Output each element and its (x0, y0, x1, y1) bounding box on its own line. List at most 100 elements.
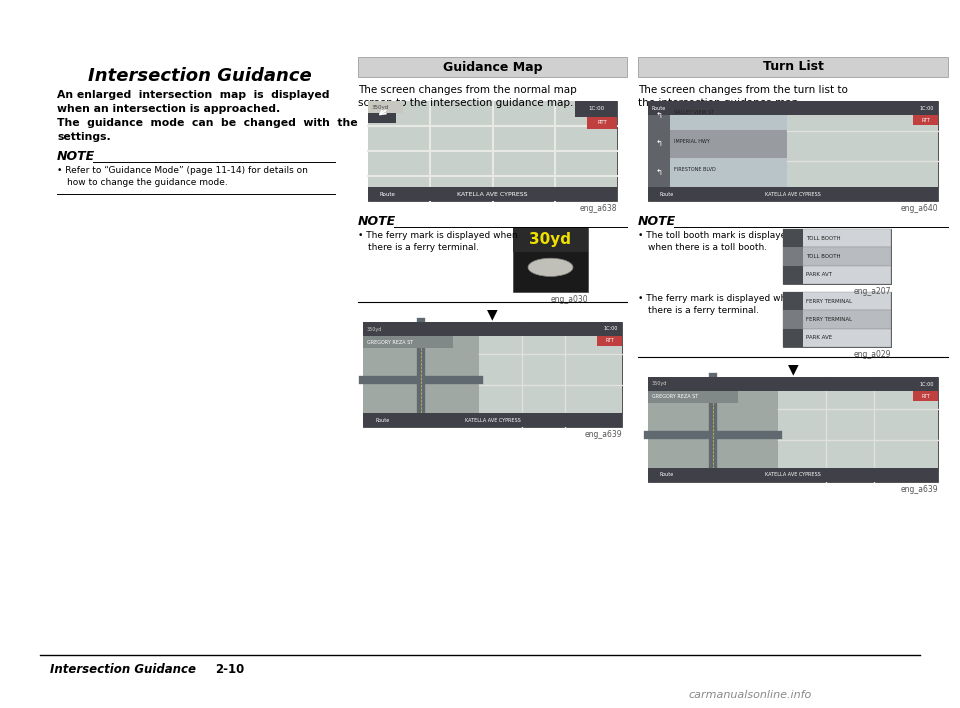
Bar (597, 336, 622, 346)
Text: RTT: RTT (606, 338, 614, 343)
Bar (648, 130, 787, 159)
Bar (358, 57, 627, 77)
Bar (648, 101, 670, 130)
Ellipse shape (528, 258, 573, 276)
Bar (368, 187, 617, 201)
Bar (368, 101, 396, 123)
Bar (368, 101, 403, 113)
Bar (648, 101, 938, 201)
Text: • The toll booth mark is displayed: • The toll booth mark is displayed (638, 231, 792, 240)
Bar (783, 329, 891, 347)
Text: 350yd: 350yd (372, 105, 389, 110)
Text: PARK AVT: PARK AVT (806, 273, 832, 278)
Text: • The ferry mark is displayed when: • The ferry mark is displayed when (638, 294, 798, 303)
Bar (363, 322, 622, 427)
Bar (368, 101, 617, 201)
Bar (363, 413, 622, 427)
Bar (648, 159, 670, 187)
Text: TOLL BOOTH: TOLL BOOTH (806, 236, 841, 241)
Bar (648, 377, 938, 391)
Bar (575, 101, 617, 117)
Bar (479, 322, 622, 427)
Bar (363, 322, 622, 427)
Text: GREGORY REZA ST: GREGORY REZA ST (367, 340, 413, 345)
Text: Route: Route (660, 472, 674, 477)
Bar (913, 391, 938, 401)
Bar (783, 247, 803, 266)
Text: RTT: RTT (597, 120, 607, 125)
Text: RTT: RTT (922, 394, 930, 399)
Bar (783, 266, 803, 284)
Text: FERRY TERMINAL: FERRY TERMINAL (806, 317, 852, 322)
Text: carmanualsonline.info: carmanualsonline.info (688, 690, 811, 700)
Text: 30yd: 30yd (530, 232, 571, 247)
Bar (648, 377, 938, 482)
Bar (368, 101, 617, 201)
Text: KATELLA AVE CYPRESS: KATELLA AVE CYPRESS (465, 418, 520, 423)
Text: when an intersection is approached.: when an intersection is approached. (57, 104, 280, 114)
Text: Guidance Map: Guidance Map (443, 60, 542, 74)
Text: KATELLA AVE CYPRESS: KATELLA AVE CYPRESS (457, 191, 528, 197)
Text: Turn List: Turn List (762, 60, 824, 74)
Bar (513, 227, 588, 292)
Text: how to change the guidance mode.: how to change the guidance mode. (67, 178, 228, 187)
Text: 350yd: 350yd (652, 382, 667, 387)
Text: 350yd: 350yd (367, 326, 382, 331)
Text: 1C:00: 1C:00 (588, 106, 604, 111)
Bar (513, 227, 588, 252)
Text: KATELLA AVE CYPRESS: KATELLA AVE CYPRESS (765, 191, 821, 197)
Bar (648, 391, 738, 403)
Text: The screen changes from the normal map: The screen changes from the normal map (358, 85, 577, 95)
Bar (587, 117, 617, 129)
Text: the intersection guidance map.: the intersection guidance map. (638, 98, 802, 108)
Text: FIRESTONE BLVD: FIRESTONE BLVD (674, 167, 716, 172)
Text: ↰: ↰ (656, 169, 662, 177)
Text: Intersection Guidance: Intersection Guidance (88, 67, 312, 85)
Text: screen to the intersection guidance map.: screen to the intersection guidance map. (358, 98, 573, 108)
Text: ↰: ↰ (656, 111, 662, 120)
Bar (783, 292, 891, 347)
Bar (783, 292, 891, 310)
Text: Intersection Guidance: Intersection Guidance (50, 663, 196, 676)
Bar (648, 101, 787, 130)
Bar (363, 336, 453, 348)
Text: Route: Route (652, 105, 666, 110)
Text: GREGORY REZA ST: GREGORY REZA ST (652, 394, 698, 399)
Bar (648, 101, 787, 201)
Bar (648, 101, 938, 115)
Bar (783, 229, 891, 284)
Text: eng_a030: eng_a030 (550, 295, 588, 304)
Bar (783, 329, 803, 347)
Bar (778, 377, 938, 482)
Text: settings.: settings. (57, 132, 110, 142)
Text: there is a ferry terminal.: there is a ferry terminal. (368, 243, 479, 252)
Bar (648, 130, 670, 159)
Bar (638, 57, 948, 77)
Text: KATELLA AVE CYPRESS: KATELLA AVE CYPRESS (765, 472, 821, 477)
Text: eng_a640: eng_a640 (900, 204, 938, 213)
Bar (783, 310, 891, 329)
Text: NOTE: NOTE (57, 150, 95, 163)
Bar (783, 229, 891, 284)
Text: ▼: ▼ (788, 362, 799, 376)
Text: • The ferry mark is displayed when: • The ferry mark is displayed when (358, 231, 517, 240)
Bar (783, 292, 891, 347)
Text: ▼: ▼ (487, 307, 498, 321)
Bar (648, 159, 787, 187)
Bar (363, 322, 479, 427)
Text: eng_a029: eng_a029 (853, 350, 891, 359)
Bar (787, 101, 938, 201)
Text: 1C:00: 1C:00 (920, 105, 934, 110)
Text: NOTE: NOTE (638, 215, 676, 228)
Text: eng_a207: eng_a207 (853, 287, 891, 296)
Text: Route: Route (660, 191, 674, 197)
Text: eng_a639: eng_a639 (585, 430, 622, 439)
Text: ↰: ↰ (656, 139, 662, 149)
Bar (783, 229, 891, 247)
Text: FERRY TERMINAL: FERRY TERMINAL (806, 299, 852, 304)
Text: TOLL BOOTH: TOLL BOOTH (806, 254, 841, 259)
Bar (648, 101, 938, 201)
Text: The  guidance  mode  can  be  changed  with  the: The guidance mode can be changed with th… (57, 118, 358, 128)
Text: 2-10: 2-10 (215, 663, 244, 676)
Text: Route: Route (375, 418, 389, 423)
